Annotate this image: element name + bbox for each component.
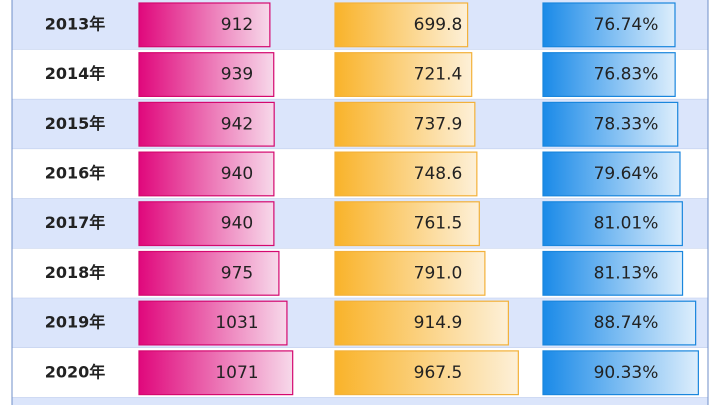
cell-value: 1071: [215, 363, 258, 383]
year-label: 2014年: [45, 64, 106, 83]
orange-bar: [334, 250, 486, 296]
pink-bar: [138, 52, 275, 98]
orange-bar: [334, 201, 480, 247]
row-background: [12, 397, 708, 405]
blue-bar: [542, 300, 697, 346]
year-label: 2015年: [45, 114, 106, 133]
pink-bar: [138, 151, 275, 197]
year-label: 2017年: [45, 213, 106, 232]
cell-value: 721.4: [414, 65, 463, 85]
pink-bar: [138, 101, 275, 147]
orange-bar: [334, 300, 509, 346]
year-label: 2016年: [45, 163, 106, 182]
blue-bar: [542, 250, 684, 296]
year-label: 2013年: [45, 14, 106, 33]
cell-value: 79.64%: [594, 164, 659, 184]
cell-value: 940: [221, 164, 253, 184]
cell-value: 967.5: [414, 363, 463, 383]
year-label: 2019年: [45, 313, 106, 332]
orange-bar: [334, 350, 519, 396]
cell-value: 975: [221, 263, 253, 283]
cell-value: 939: [221, 65, 253, 85]
orange-bar: [334, 101, 476, 147]
cell-value: 912: [221, 15, 253, 35]
orange-bar: [334, 52, 473, 98]
table-body: 2013年 912 699.8 76.74% 2014年 939 721.4 76.83% 20…: [12, 0, 708, 405]
orange-bar: [334, 2, 469, 48]
pink-bar: [138, 201, 275, 247]
cell-value: 88.74%: [594, 313, 659, 333]
blue-bar: [542, 101, 679, 147]
cell-value: 942: [221, 114, 253, 134]
pink-bar: [138, 250, 280, 296]
blue-bar: [542, 350, 699, 396]
blue-bar: [542, 151, 681, 197]
cell-value: 76.83%: [594, 65, 659, 85]
cell-value: 1031: [215, 313, 258, 333]
cell-value: 761.5: [414, 214, 463, 234]
cell-value: 90.33%: [594, 363, 659, 383]
blue-bar: [542, 201, 683, 247]
cell-value: 81.01%: [594, 214, 659, 234]
cell-value: 940: [221, 214, 253, 234]
cell-value: 78.33%: [594, 114, 659, 134]
cell-value: 791.0: [414, 263, 463, 283]
year-label: 2018年: [45, 263, 106, 282]
cell-value: 76.74%: [594, 15, 659, 35]
pink-bar: [138, 300, 288, 346]
orange-bar: [334, 151, 478, 197]
cell-value: 81.13%: [594, 263, 659, 283]
pink-bar: [138, 2, 271, 48]
cell-value: 914.9: [414, 313, 463, 333]
pink-bar: [138, 350, 294, 396]
cell-value: 699.8: [414, 15, 463, 35]
blue-bar: [542, 52, 676, 98]
cell-value: 737.9: [414, 114, 463, 134]
year-label: 2020年: [45, 362, 106, 381]
cell-value: 748.6: [414, 164, 463, 184]
blue-bar: [542, 2, 676, 48]
